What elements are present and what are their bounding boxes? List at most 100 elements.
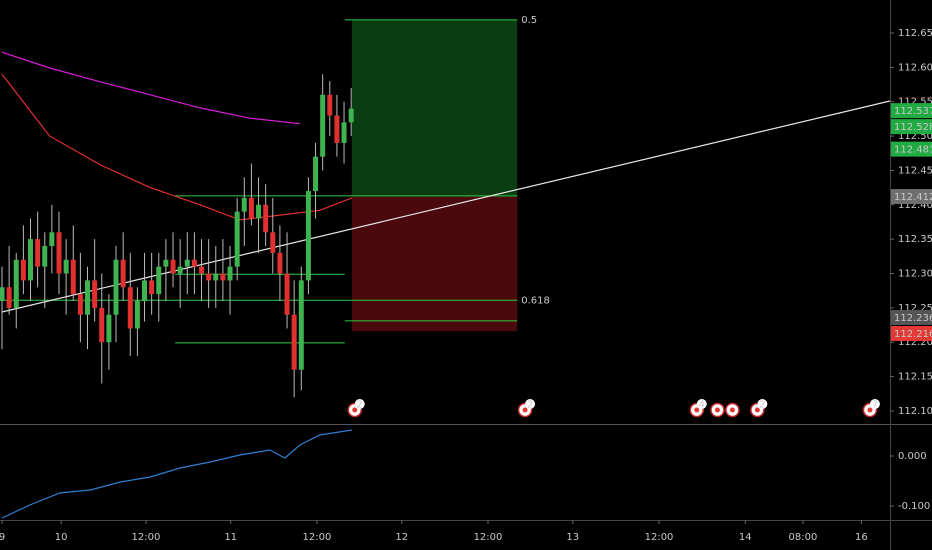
candle-body <box>184 259 190 267</box>
candle-body <box>348 108 354 123</box>
x-tick-label: 10 <box>55 532 68 543</box>
candle-body <box>284 273 290 315</box>
price-tag-label: 112.236 <box>894 313 932 324</box>
candle-body <box>99 307 105 343</box>
candle-body <box>56 232 62 274</box>
candle-body <box>77 294 83 315</box>
candle-body <box>85 280 91 315</box>
candle-body <box>63 259 69 274</box>
candle-body <box>263 204 269 233</box>
event-badge <box>869 399 880 409</box>
candle-body <box>256 204 262 219</box>
candle-body <box>305 191 311 281</box>
candle-body <box>334 115 340 143</box>
y-tick-label: 112.150 <box>898 372 932 383</box>
axis-layer: 112.100 112.150 112.200 112.250 112.300 112.3… <box>0 28 932 543</box>
y-tick-label: 112.600 <box>898 62 932 73</box>
candle-body <box>199 266 205 274</box>
indicator-tick-label: 0.000 <box>898 451 927 462</box>
x-tick-label: 14 <box>739 532 752 543</box>
x-tick-label: 9 <box>0 532 5 543</box>
price-tag <box>891 141 932 157</box>
price-tag-label: 112.216 <box>894 329 932 340</box>
candle-body <box>191 259 197 267</box>
y-tick-label: 112.100 <box>898 406 932 417</box>
event-dot <box>754 407 760 413</box>
event-dot <box>729 407 735 413</box>
event-dot <box>867 407 873 413</box>
candle-body <box>213 273 219 281</box>
x-tick-label: 12:00 <box>303 532 332 543</box>
overlay-line <box>1 51 300 125</box>
price-tag-label: 112.537 <box>894 106 932 117</box>
event-count: 4 <box>699 400 705 411</box>
event-dot <box>714 407 720 413</box>
event-count: 2 <box>759 400 765 411</box>
candle-body <box>127 287 133 329</box>
candle-body <box>177 266 183 274</box>
candle-body <box>35 239 41 267</box>
candle-body <box>6 287 12 308</box>
candle-body <box>241 197 247 212</box>
candle-body <box>341 122 347 143</box>
candle-body <box>120 259 126 288</box>
candle-body <box>220 273 226 281</box>
price-tag <box>891 119 932 135</box>
y-tick-label: 112.650 <box>898 28 932 39</box>
event-badge <box>525 399 536 409</box>
x-tick-label: 16 <box>855 532 868 543</box>
indicator-tick-label: -0.100 <box>898 501 930 512</box>
candle-body <box>156 266 162 295</box>
level-label: 0.618 <box>521 295 550 306</box>
y-tick-label: 112.550 <box>898 97 932 108</box>
event-badge <box>757 399 768 409</box>
candle-body <box>106 314 112 343</box>
event-dot <box>352 407 358 413</box>
candle-body <box>20 259 26 281</box>
candle-body <box>134 300 140 329</box>
candle-body <box>327 94 333 116</box>
x-tick-label: 12:00 <box>645 532 674 543</box>
candle-body <box>234 211 240 267</box>
candle-body <box>248 197 254 219</box>
y-tick-label: 112.350 <box>898 234 932 245</box>
event-badge <box>696 399 707 409</box>
y-tick-label: 112.450 <box>898 165 932 176</box>
y-tick-label: 112.500 <box>898 131 932 142</box>
position-layer <box>351 19 518 332</box>
x-tick-label: 11 <box>224 532 237 543</box>
candle-body <box>227 266 233 281</box>
main-layer: 0.5 0.618 2 2 4 2 7 <box>0 15 891 519</box>
profit-zone <box>351 19 518 197</box>
candle-body <box>291 314 297 370</box>
price-tag <box>891 325 932 341</box>
price-tag-label: 112.528 <box>894 122 932 133</box>
y-tick-label: 112.250 <box>898 303 932 314</box>
candle-body <box>149 280 155 295</box>
x-tick-label: 08:00 <box>789 532 818 543</box>
candle-body <box>0 287 5 301</box>
price-tag <box>891 309 932 325</box>
level-label: 0.5 <box>521 15 537 26</box>
candle-body <box>277 252 283 274</box>
loss-zone <box>351 196 518 332</box>
price-tag <box>891 103 932 119</box>
candle-body <box>13 259 19 308</box>
x-tick-label: 12 <box>395 532 408 543</box>
candle-body <box>42 246 48 267</box>
event-badge <box>354 399 365 409</box>
candle-body <box>142 280 148 301</box>
y-tick-label: 112.200 <box>898 337 932 348</box>
candle-body <box>49 232 55 247</box>
price-tag-label: 112.481 <box>894 145 932 156</box>
event-dot <box>522 407 528 413</box>
overlay-line <box>1 100 891 313</box>
candle-body <box>320 94 326 157</box>
event-dot <box>694 407 700 413</box>
y-tick-label: 112.300 <box>898 269 932 280</box>
candle-body <box>206 273 212 281</box>
price-tag-label: 112.412 <box>894 192 932 203</box>
candle-body <box>113 259 119 315</box>
